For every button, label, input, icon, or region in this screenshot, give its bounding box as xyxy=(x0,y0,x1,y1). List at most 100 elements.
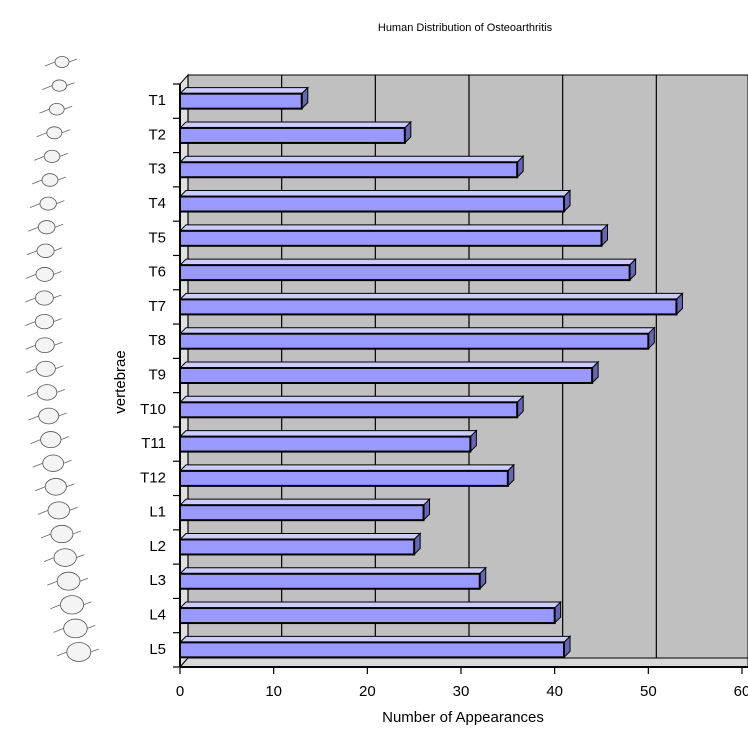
x-tick-label: 0 xyxy=(176,683,184,700)
vertebra xyxy=(34,290,54,306)
y-tick-label: T3 xyxy=(148,161,166,178)
vertebra-process xyxy=(42,82,75,90)
vertebra-process xyxy=(32,459,72,468)
vertebra-process xyxy=(34,153,68,161)
x-tick-label: 50 xyxy=(640,683,657,700)
vertebra-process xyxy=(47,577,89,586)
vertebra xyxy=(51,79,67,92)
vertebra-process xyxy=(25,294,62,303)
vertebra xyxy=(66,642,92,662)
vertebra xyxy=(63,618,88,639)
bar xyxy=(179,607,556,625)
floor xyxy=(178,657,748,668)
x-axis-label: Number of Appearances xyxy=(382,709,544,726)
vertebra xyxy=(35,267,54,282)
y-tick-label: T7 xyxy=(148,298,166,315)
vertebra-process xyxy=(30,436,70,444)
x-tick-label: 10 xyxy=(265,683,282,700)
bar xyxy=(179,332,650,350)
vertebra-process xyxy=(28,223,64,232)
y-tick-label: L1 xyxy=(149,504,166,521)
vertebra-process xyxy=(26,247,63,256)
bar xyxy=(179,92,303,110)
y-tick-label: T1 xyxy=(148,92,166,109)
vertebra-process xyxy=(25,341,63,350)
bar xyxy=(179,367,594,384)
x-tick-label: 60 xyxy=(734,683,748,700)
y-tick-label: T8 xyxy=(148,332,166,349)
vertebra xyxy=(60,595,85,615)
vertebra-process xyxy=(25,318,62,326)
y-axis-label: vertebrae xyxy=(112,350,129,413)
y-tick-label: L3 xyxy=(149,572,166,589)
vertebra xyxy=(42,454,64,472)
y-tick-label: T5 xyxy=(148,229,166,246)
bar xyxy=(179,298,678,316)
vertebra-process xyxy=(56,648,99,657)
vertebra xyxy=(35,337,55,354)
vertebra xyxy=(40,431,62,449)
chart-title: Human Distribution of Osteoarthritis xyxy=(378,22,553,34)
vertebra-process xyxy=(31,176,67,185)
vertebra xyxy=(50,524,74,544)
vertebra-process xyxy=(25,271,62,279)
bar xyxy=(179,126,406,144)
bar xyxy=(179,641,566,659)
vertebra-process xyxy=(40,530,82,539)
vertebra xyxy=(47,501,70,520)
vertebra xyxy=(39,196,57,211)
vertebra xyxy=(48,102,65,116)
vertebra xyxy=(46,126,63,140)
vertebra-process xyxy=(50,601,92,610)
bar xyxy=(179,469,509,487)
x-tick-label: 30 xyxy=(453,683,470,700)
bar xyxy=(179,264,631,282)
x-tick-label: 40 xyxy=(546,683,563,700)
vertebra xyxy=(56,571,81,591)
y-tick-label: T10 xyxy=(140,401,166,418)
vertebra xyxy=(38,407,60,425)
bar xyxy=(179,572,481,590)
y-tick-label: T2 xyxy=(148,126,166,143)
y-tick-label: L5 xyxy=(149,641,166,658)
bar xyxy=(179,161,519,179)
x-tick-label: 20 xyxy=(359,683,376,700)
vertebra-process xyxy=(39,105,73,114)
vertebra-process xyxy=(29,200,65,208)
y-tick-label: T9 xyxy=(148,366,166,383)
bar xyxy=(179,195,566,213)
vertebra-process xyxy=(27,389,65,397)
vertebra-process xyxy=(28,412,67,421)
vertebra-process xyxy=(36,129,71,138)
vertebra-process xyxy=(37,507,78,515)
y-tick-label: T6 xyxy=(148,264,166,281)
vertebra xyxy=(35,360,56,377)
y-tick-label: T11 xyxy=(141,435,166,452)
vertebra xyxy=(54,56,70,68)
vertebra-process xyxy=(35,483,75,492)
y-tick-label: L4 xyxy=(149,607,166,624)
vertebra xyxy=(36,243,55,258)
bar xyxy=(179,435,472,453)
bar xyxy=(179,229,603,247)
vertebra-process xyxy=(44,58,78,67)
y-tick-label: L2 xyxy=(149,538,166,555)
spine-illustration xyxy=(25,56,99,662)
vertebra xyxy=(43,149,61,163)
vertebra xyxy=(34,313,55,330)
vertebra xyxy=(37,220,56,235)
vertebra-process xyxy=(53,625,96,633)
y-tick-label: T4 xyxy=(148,195,166,212)
vertebra xyxy=(41,173,59,187)
vertebra-process xyxy=(26,365,64,374)
vertebra xyxy=(36,384,58,401)
bar xyxy=(179,538,416,556)
vertebra xyxy=(53,548,77,567)
bar xyxy=(179,504,425,522)
vertebra xyxy=(44,478,67,496)
vertebra-process xyxy=(43,554,85,562)
bar xyxy=(179,401,519,419)
y-tick-label: T12 xyxy=(140,469,166,486)
